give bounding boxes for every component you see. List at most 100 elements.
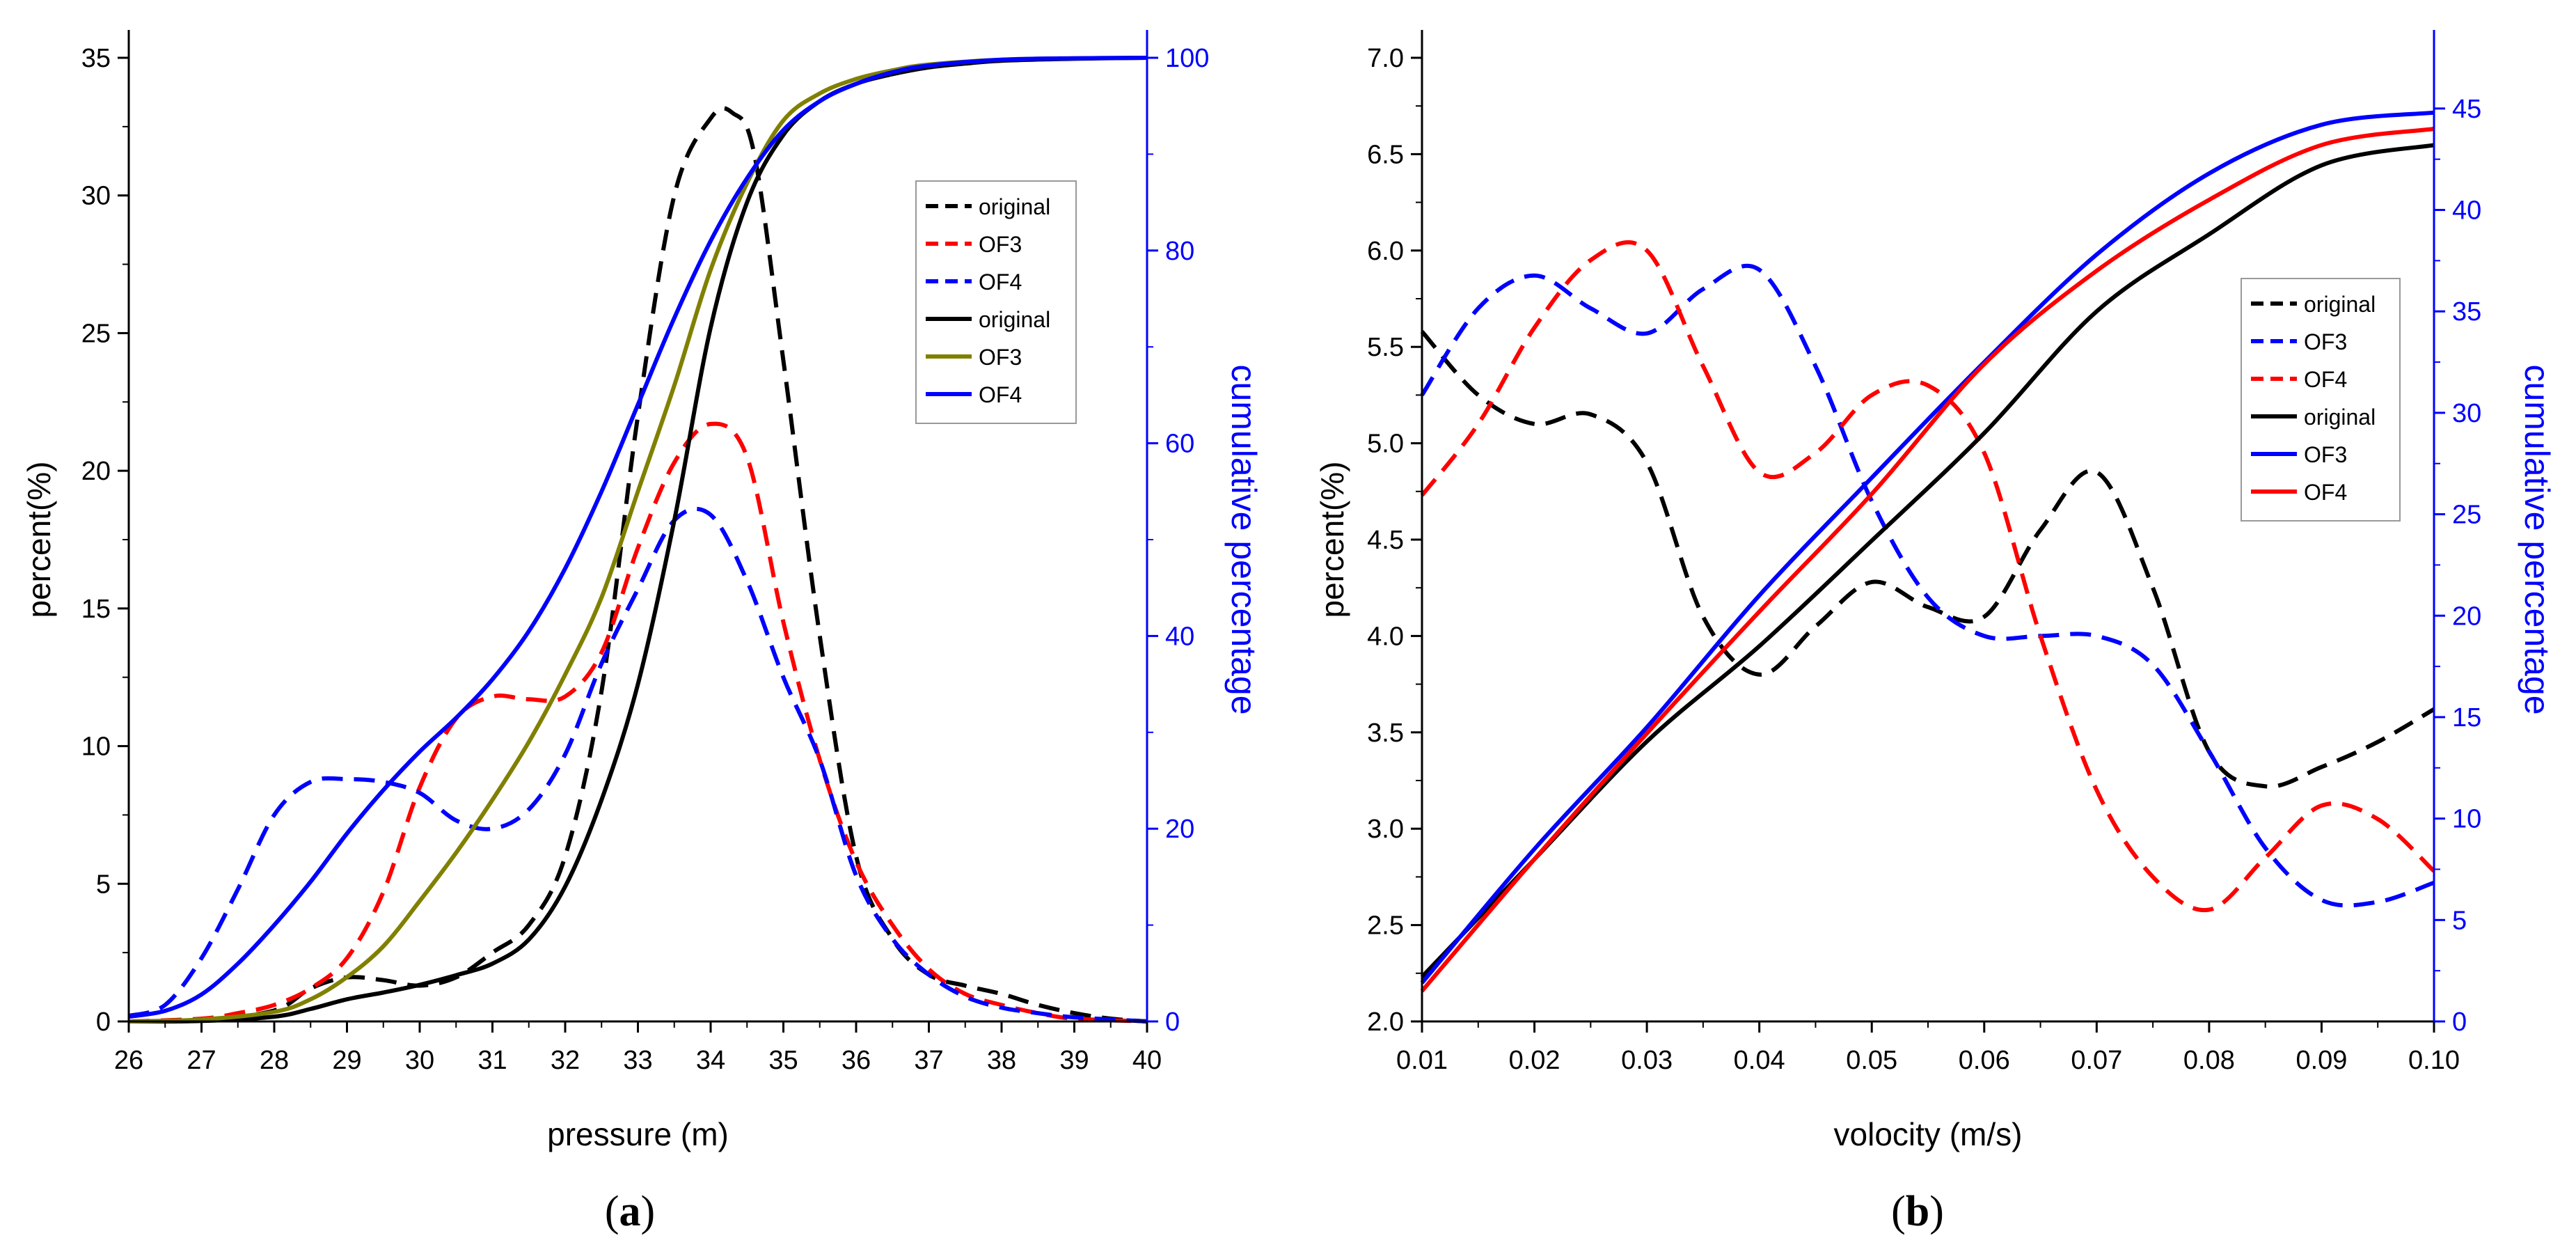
y-tick-label: 6.0: [1367, 237, 1404, 266]
series-line-dashed-of4-left: [1420, 240, 2436, 913]
legend-label: OF4: [979, 269, 1022, 295]
x-tick-label: 0.04: [1734, 1046, 1785, 1075]
y2-axis-title: cumulative percentage: [2518, 364, 2557, 714]
y-tick-label: 0: [96, 1008, 111, 1037]
chart-panel-a: 26 27 28 29 30 31 32 33 34 35 36 37 38 39 400510152025…: [21, 30, 1263, 1235]
x-tick-label: 35: [768, 1046, 798, 1075]
x-tick-label: 0.06: [1959, 1046, 2010, 1075]
x-tick-label: 0.05: [1846, 1046, 1897, 1075]
series-line-solid-of4-right: [1420, 127, 2435, 993]
x-tick-label: 0.02: [1509, 1046, 1560, 1075]
x-tick-label: 28: [260, 1046, 289, 1075]
x-tick-label: 37: [914, 1046, 943, 1075]
legend: original OF3 OF4 original OF3 OF4: [915, 180, 1077, 424]
y-tick-label: 7.0: [1367, 44, 1404, 73]
x-tick-label: 30: [405, 1046, 434, 1075]
x-tick-label: 0.03: [1621, 1046, 1673, 1075]
y-tick-label: 25: [81, 319, 111, 348]
legend-label: OF3: [2304, 442, 2347, 467]
y2-tick-label: 10: [2452, 805, 2481, 834]
y-tick-label: 2.0: [1367, 1008, 1404, 1037]
x-tick-label: 0.01: [1396, 1046, 1448, 1075]
x-tick-label: 0.09: [2296, 1046, 2347, 1075]
y-tick-label: 10: [81, 732, 111, 762]
y-tick-label: 4.0: [1367, 622, 1404, 651]
panel-label: b: [1906, 1188, 1929, 1235]
y-tick-label: 5: [96, 870, 111, 899]
y-tick-label: 3.0: [1367, 815, 1404, 844]
y-tick-label: 6.5: [1367, 140, 1404, 169]
x-tick-label: 39: [1059, 1046, 1089, 1075]
y-tick-label: 3.5: [1367, 719, 1404, 748]
y2-tick-label: 20: [1165, 815, 1194, 844]
y2-tick-label: 100: [1165, 44, 1209, 73]
y-tick-label: 5.0: [1367, 430, 1404, 459]
y-tick-label: 20: [81, 457, 111, 486]
x-tick-label: 34: [696, 1046, 725, 1075]
y2-tick-label: 40: [2452, 196, 2481, 226]
y2-tick-label: 60: [1165, 430, 1194, 459]
chart-panel-b: 0.01 0.02 0.03 0.04 0.05 0.06 0.07 0.08 0.09 0.10…: [1314, 30, 2557, 1235]
y-tick-label: 30: [81, 182, 111, 211]
series-line-dashed-of4-left: [128, 506, 1148, 1024]
legend-label: OF3: [979, 345, 1022, 370]
legend-label: OF3: [2304, 329, 2347, 354]
y-tick-label: 35: [81, 44, 111, 73]
x-tick-label: 40: [1132, 1046, 1162, 1075]
x-tick-label: 36: [841, 1046, 871, 1075]
series-line-dashed-of3-left: [1420, 263, 2435, 908]
legend-label: original: [2304, 405, 2376, 430]
series-line-solid-original-right: [1420, 143, 2435, 978]
series-lines: [1420, 110, 2436, 993]
y-tick-label: 4.5: [1367, 526, 1404, 555]
series-line-solid-of3-right: [1420, 110, 2435, 985]
series-line-solid-original-right: [128, 56, 1148, 1024]
y2-tick-label: 30: [2452, 399, 2481, 428]
x-tick-label: 31: [477, 1046, 507, 1075]
y-tick-label: 15: [81, 595, 111, 624]
x-tick-label: 26: [114, 1046, 143, 1075]
x-tick-label: 29: [332, 1046, 361, 1075]
y2-tick-label: 0: [1165, 1008, 1180, 1037]
y-axis-title: percent(%): [21, 462, 57, 618]
legend-label: OF4: [979, 382, 1022, 407]
panel-caption: (b): [1891, 1188, 1944, 1235]
legend-label: OF4: [2304, 367, 2347, 392]
legend-box: [915, 180, 1077, 424]
y-axis-title: percent(%): [1314, 462, 1350, 618]
panel-caption: (a): [605, 1188, 655, 1235]
x-axis-title: pressure (m): [547, 1116, 729, 1152]
y-tick-label: 5.5: [1367, 333, 1404, 362]
y2-axis-title: cumulative percentage: [1224, 364, 1263, 714]
legend-label: OF3: [979, 232, 1022, 257]
legend-label: original: [979, 194, 1050, 219]
series-line-solid-of4-right: [128, 56, 1148, 1019]
series-lines: [128, 56, 1148, 1024]
y2-tick-label: 40: [1165, 622, 1194, 651]
y2-tick-label: 80: [1165, 237, 1194, 266]
y2-tick-label: 5: [2452, 906, 2467, 935]
legend-box: [2241, 278, 2401, 522]
y2-tick-label: 15: [2452, 703, 2481, 732]
legend-label: original: [979, 307, 1050, 332]
x-tick-label: 0.10: [2408, 1046, 2460, 1075]
legend-label: original: [2304, 292, 2376, 317]
panel-label: a: [619, 1188, 641, 1235]
x-tick-label: 33: [623, 1046, 652, 1075]
y2-tick-label: 45: [2452, 95, 2481, 124]
y2-tick-label: 35: [2452, 297, 2481, 327]
legend-label: OF4: [2304, 480, 2347, 505]
x-axis-title: volocity (m/s): [1834, 1116, 2023, 1152]
x-tick-label: 32: [551, 1046, 580, 1075]
x-tick-label: 0.07: [2071, 1046, 2122, 1075]
y-tick-label: 2.5: [1367, 911, 1404, 941]
x-tick-label: 38: [987, 1046, 1016, 1075]
series-line-dashed-original-left: [1420, 330, 2435, 789]
y2-tick-label: 25: [2452, 501, 2481, 530]
y2-tick-label: 0: [2452, 1008, 2467, 1037]
x-tick-label: 0.08: [2183, 1046, 2235, 1075]
series-line-dashed-of3-left: [128, 421, 1148, 1024]
legend: original OF3 OF4 original OF3 OF4: [2241, 278, 2401, 522]
y2-tick-label: 20: [2452, 602, 2481, 631]
